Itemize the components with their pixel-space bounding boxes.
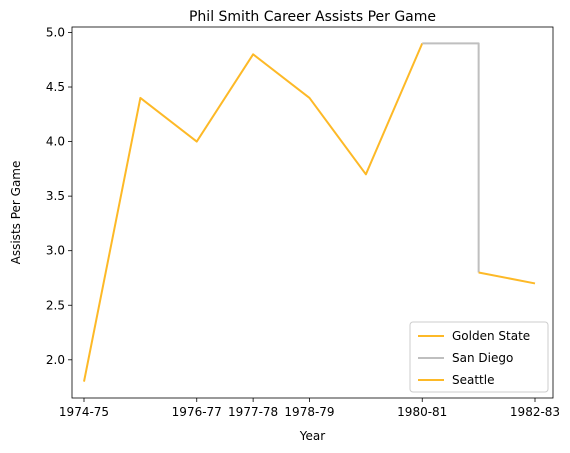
x-axis-label: Year <box>299 429 325 443</box>
x-tick-label: 1980-81 <box>397 405 447 419</box>
legend-label: Seattle <box>452 373 494 387</box>
chart-title: Phil Smith Career Assists Per Game <box>189 9 436 25</box>
y-tick-label: 2.0 <box>46 353 65 367</box>
x-tick-label: 1976-77 <box>172 405 222 419</box>
series-line-2 <box>422 43 478 272</box>
y-tick-label: 4.5 <box>46 80 65 94</box>
y-tick-label: 4.0 <box>46 135 65 149</box>
series-line-1 <box>84 43 422 381</box>
x-tick-label: 1982-83 <box>510 405 560 419</box>
x-axis: 1974-75 1976-77 1977-78 1978-79 1980-81 1982-… <box>59 398 560 419</box>
legend: Golden State San Diego Seattle <box>410 322 548 392</box>
y-tick-label: 3.5 <box>46 189 65 203</box>
y-tick-label: 5.0 <box>46 25 65 39</box>
x-tick-label: 1977-78 <box>228 405 278 419</box>
y-tick-label: 2.5 <box>46 298 65 312</box>
series-line-3 <box>479 273 535 284</box>
legend-label: San Diego <box>452 351 513 365</box>
legend-label: Golden State <box>452 329 530 343</box>
y-tick-label: 3.0 <box>46 244 65 258</box>
y-axis-label: Assists Per Game <box>9 161 23 265</box>
x-tick-label: 1978-79 <box>284 405 334 419</box>
y-axis: 2.0 2.5 3.0 3.5 4.0 4.5 5.0 <box>46 25 72 366</box>
x-tick-label: 1974-75 <box>59 405 109 419</box>
